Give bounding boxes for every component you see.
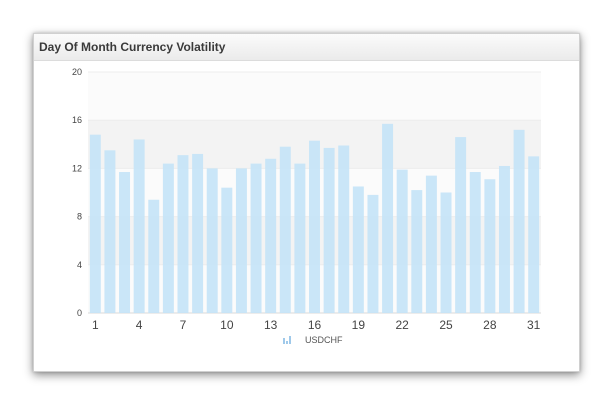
bar-day-18 — [338, 145, 350, 313]
bar-day-10 — [221, 187, 233, 313]
widget-header: Day Of Month Currency Volatility — [34, 34, 579, 61]
bar-day-15 — [294, 163, 306, 313]
bar-day-14 — [279, 146, 291, 313]
x-tick-label: 19 — [352, 318, 366, 332]
legend-icon-bar — [286, 341, 288, 344]
bar-day-31 — [528, 156, 540, 313]
x-tick-label: 7 — [180, 318, 187, 332]
bar-day-27 — [469, 172, 481, 313]
bar-day-3 — [119, 172, 131, 313]
y-tick-label: 4 — [77, 260, 82, 270]
x-tick-label: 13 — [264, 318, 278, 332]
bar-day-13 — [265, 158, 277, 313]
legend-item-usdchf[interactable]: USDCHF — [305, 335, 343, 345]
bar-day-11 — [235, 168, 247, 313]
legend-icon-bar — [283, 338, 285, 344]
bar-day-6 — [162, 163, 174, 313]
y-tick-label: 8 — [77, 212, 82, 222]
bar-day-19 — [352, 186, 364, 313]
chart-widget: Day Of Month Currency Volatility 0 4 8 12 16… — [33, 33, 580, 372]
bar-day-5 — [148, 199, 160, 313]
x-tick-label: 1 — [92, 318, 99, 332]
bar-day-20 — [367, 194, 379, 313]
x-tick-label: 31 — [527, 318, 541, 332]
bar-day-29 — [498, 165, 510, 313]
bar-day-21 — [382, 123, 394, 313]
legend[interactable]: USDCHF — [283, 335, 343, 345]
bar-day-12 — [250, 163, 262, 313]
legend-icon-bar — [289, 336, 291, 344]
bar-day-23 — [411, 190, 423, 313]
y-tick-label: 20 — [72, 67, 82, 77]
plot-band — [88, 72, 541, 121]
bar-day-4 — [133, 139, 145, 313]
x-tick-label: 25 — [439, 318, 453, 332]
x-tick-label: 10 — [220, 318, 234, 332]
bar-day-25 — [440, 192, 452, 313]
bar-day-9 — [206, 168, 218, 313]
x-tick-label: 28 — [483, 318, 497, 332]
bar-day-28 — [484, 179, 496, 313]
y-tick-label: 16 — [72, 115, 82, 125]
bar-day-2 — [104, 150, 116, 313]
bar-chart-icon — [283, 336, 291, 344]
bar-day-26 — [455, 137, 467, 313]
y-tick-label: 0 — [77, 308, 82, 318]
widget-title: Day Of Month Currency Volatility — [39, 40, 226, 54]
bar-day-22 — [396, 169, 408, 313]
bar-day-30 — [513, 129, 525, 313]
x-tick-label: 22 — [395, 318, 409, 332]
bar-day-7 — [177, 155, 189, 313]
bar-chart: 0 4 8 12 16 20 1 4 7 10 13 16 19 22 25 28 31 USDCHF — [72, 67, 541, 345]
bar-day-24 — [425, 175, 437, 313]
x-tick-label: 16 — [308, 318, 322, 332]
y-axis: 0 4 8 12 16 20 — [72, 67, 82, 318]
bar-series — [89, 123, 540, 313]
bar-day-8 — [192, 153, 204, 313]
x-axis: 1 4 7 10 13 16 19 22 25 28 31 — [92, 318, 541, 332]
bar-day-1 — [89, 134, 101, 313]
bar-day-17 — [323, 147, 335, 313]
x-tick-label: 4 — [136, 318, 143, 332]
y-tick-label: 12 — [72, 163, 82, 173]
bar-day-16 — [309, 140, 320, 313]
